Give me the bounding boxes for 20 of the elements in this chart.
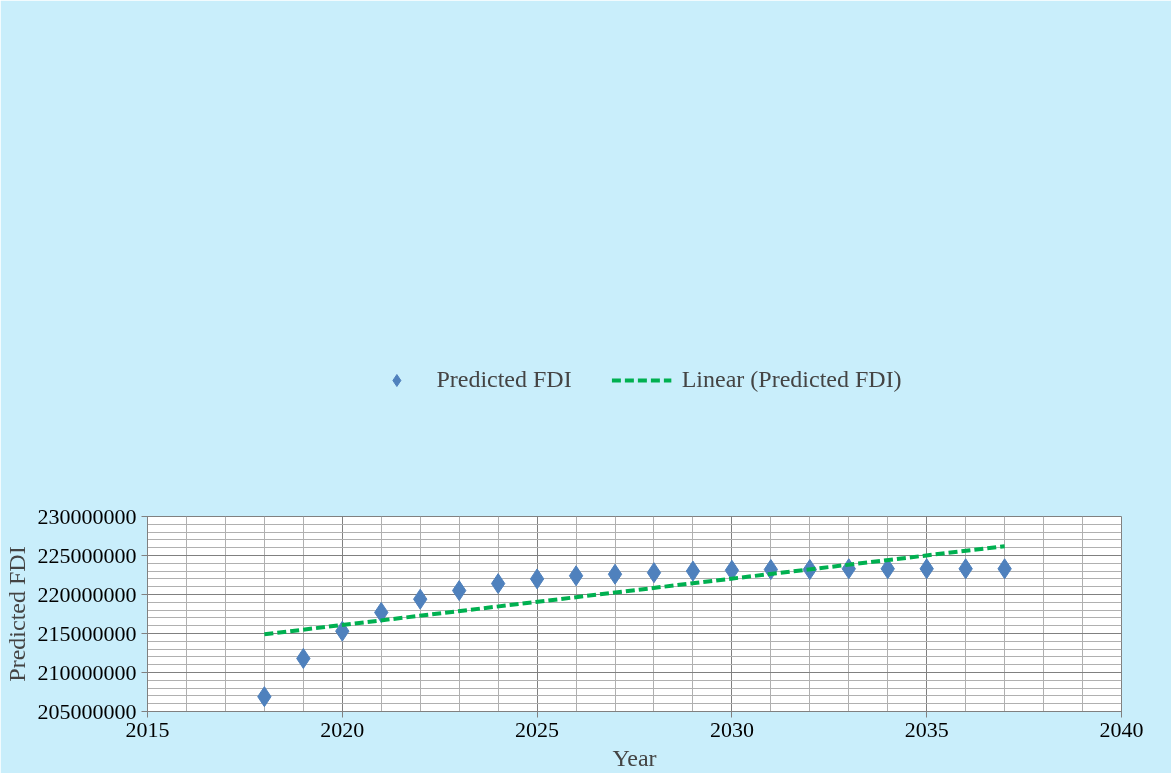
legend-label: Predicted FDI (436, 365, 572, 394)
y-tick-label: 220000000 (37, 581, 137, 607)
x-tick-label: 2030 (709, 716, 754, 742)
x-tick-label: 2020 (320, 716, 365, 742)
point (607, 563, 623, 585)
point (490, 573, 506, 595)
point (685, 560, 701, 582)
point (529, 568, 545, 590)
y-tick-label: 230000000 (37, 503, 137, 529)
y-tick-label: 225000000 (37, 542, 137, 568)
point (568, 565, 584, 587)
y-tick-label: 215000000 (37, 620, 137, 646)
x-tick-label: 2035 (904, 716, 949, 742)
legend-label: Linear (Predicted FDI) (681, 365, 902, 394)
x-tick-label: 2025 (515, 716, 560, 742)
point (646, 562, 662, 584)
x-axis-title: Year (612, 744, 657, 771)
x-tick-label: 2040 (1099, 716, 1144, 742)
y-axis-title: Predicted FDI (3, 546, 30, 682)
y-tick-label: 210000000 (37, 659, 137, 685)
